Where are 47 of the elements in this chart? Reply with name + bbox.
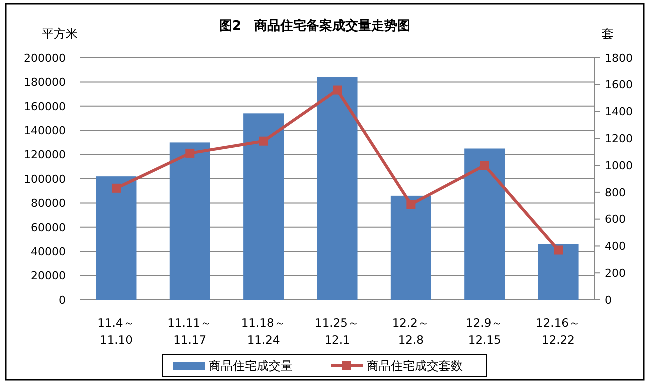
legend-label: 商品住宅成交套数 [367,359,463,374]
bar [317,77,358,300]
bar [390,196,432,300]
x-tick-label: 11.4～11.10 [98,316,136,347]
y-tick-label: 20000 [31,270,66,283]
point [186,148,195,158]
y2-tick-label: 1600 [605,78,633,92]
chart-title: 图2 商品住宅备案成交量走势图 [219,18,411,34]
x-tick-label: 12.16～12.22 [536,316,581,347]
y2-axis-title: 套 [602,27,614,41]
y-tick-label: 80000 [31,197,66,210]
y-tick-label: 120000 [24,148,66,162]
y2-tick-label: 1400 [605,106,633,119]
y2-tick-label: 1800 [605,52,633,65]
y-axis-title: 平方米 [42,27,78,41]
y-tick-label: 140000 [24,124,66,138]
bar [170,142,210,300]
y-tick-label: 100000 [24,172,66,186]
bar [538,244,579,300]
point [480,161,490,170]
y-tick-label: 160000 [24,100,66,114]
y-tick-label: 0 [59,294,66,307]
y2-tick-label: 400 [605,240,626,254]
y2-tick-label: 800 [605,186,626,200]
legend-label: 商品住宅成交量 [209,359,293,374]
y2-tick-label: 600 [605,213,626,226]
point [259,136,268,146]
bar [464,148,506,300]
x-tick-label: 11.25～12.1 [315,316,360,347]
point [554,246,564,255]
y-tick-label: 180000 [24,76,66,90]
x-tick-label: 11.11～11.17 [168,316,213,347]
y2-tick-label: 1200 [605,132,633,146]
bar [244,114,284,300]
y-tick-label: 60000 [31,221,66,234]
bar [96,176,137,300]
y2-tick-label: 1000 [605,159,633,172]
y-tick-label: 200000 [24,52,66,65]
y2-tick-label: 0 [605,294,612,307]
point [112,184,121,193]
x-tick-label: 12.2～12.8 [392,316,430,347]
point [406,200,416,210]
point [333,86,342,95]
y-tick-label: 40000 [31,245,66,258]
y2-tick-label: 200 [605,266,626,280]
x-tick-label: 11.18～11.24 [241,316,286,347]
x-tick-label: 12.9～12.15 [466,316,504,347]
